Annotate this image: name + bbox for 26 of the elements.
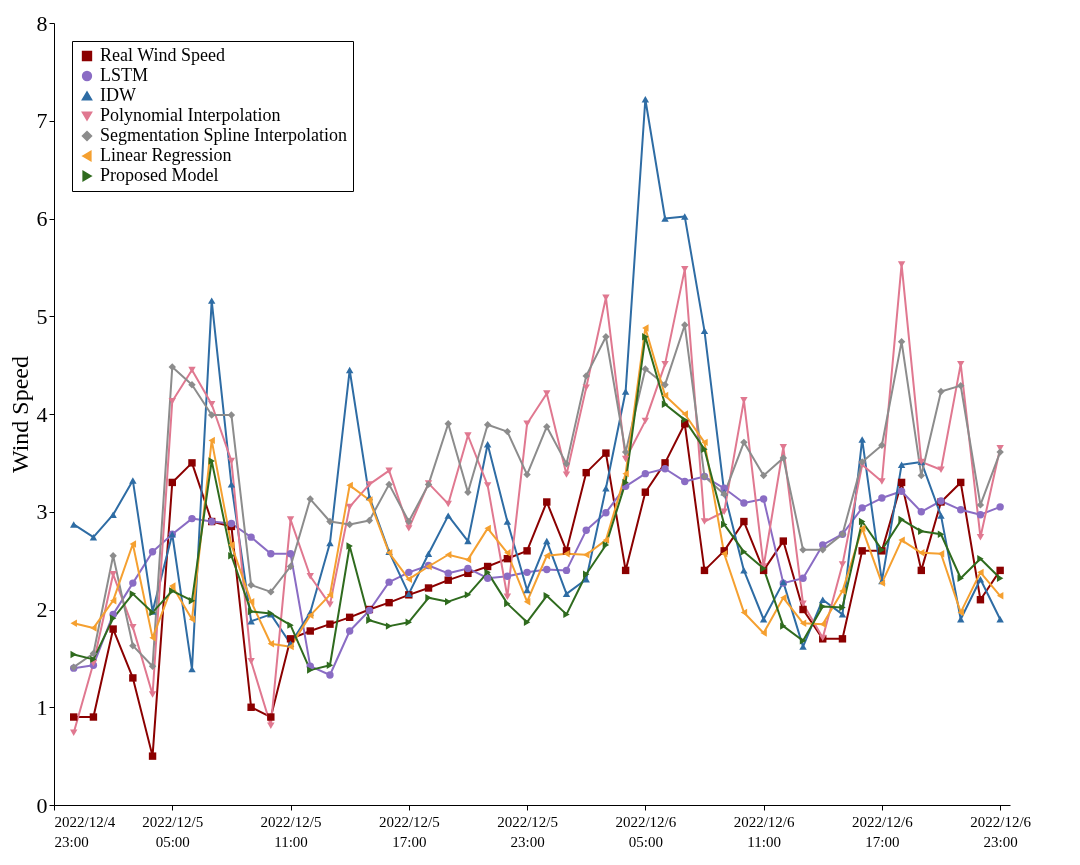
x-tick-label: 2022/12/5 17:00 <box>378 813 440 850</box>
y-tick-label: 2 <box>36 597 48 622</box>
y-tick-label: 6 <box>36 206 48 231</box>
legend-label: IDW <box>100 85 136 105</box>
y-tick-label: 0 <box>36 792 48 818</box>
y-tick-label: 4 <box>36 401 48 427</box>
legend-label: Proposed Model <box>100 165 219 185</box>
x-tick-label: 2022/12/5 11:00 <box>260 813 322 850</box>
y-tick-label: 8 <box>36 10 48 36</box>
y-tick-label: 5 <box>36 303 48 329</box>
x-tick-label: 2022/12/6 05:00 <box>615 813 677 850</box>
y-tick-label: 1 <box>36 694 48 720</box>
legend-label: Polynomial Interpolation <box>100 105 281 125</box>
legend-label: Real Wind Speed <box>100 45 225 65</box>
y-tick-label: 7 <box>36 108 48 134</box>
y-tick-label: 3 <box>36 499 48 525</box>
legend-label: Segmentation Spline Interpolation <box>100 125 347 145</box>
x-tick-label: 2022/12/5 23:00 <box>497 813 558 850</box>
legend-label: Linear Regression <box>100 145 232 165</box>
legend-label: LSTM <box>100 65 149 85</box>
x-tick-label: 2022/12/6 17:00 <box>851 813 914 850</box>
x-tick-label: 2022/12/6 23:00 <box>970 813 1032 850</box>
y-axis-title: Wind Speed <box>6 355 33 474</box>
x-tick-label: 2022/12/5 05:00 <box>142 813 204 850</box>
x-tick-label: 2022/12/4 23:00 <box>54 813 116 850</box>
x-tick-label: 2022/12/6 11:00 <box>733 813 796 850</box>
